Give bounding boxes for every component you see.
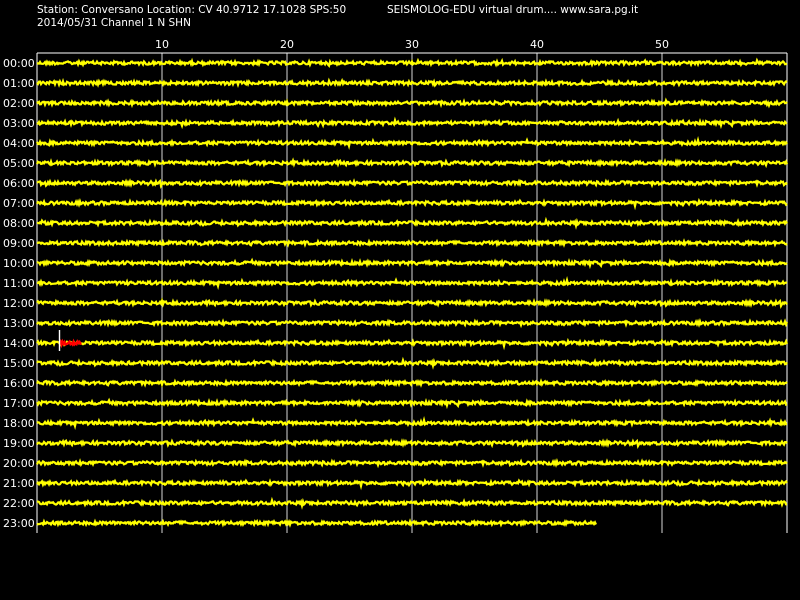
seismic-trace xyxy=(36,135,788,150)
hour-label: 12:00 xyxy=(3,297,35,310)
seismic-trace xyxy=(36,438,788,450)
hour-label: 17:00 xyxy=(3,397,35,410)
seismic-trace xyxy=(36,337,789,351)
hour-label: 14:00 xyxy=(3,337,35,350)
seismic-trace xyxy=(36,116,788,130)
seismic-trace xyxy=(36,178,788,190)
hour-label: 05:00 xyxy=(3,157,35,170)
x-tick-label: 30 xyxy=(405,38,419,51)
seismic-trace xyxy=(36,97,788,109)
hour-label: 20:00 xyxy=(3,457,35,470)
site-title: SEISMOLOG-EDU virtual drum.... www.sara.… xyxy=(387,4,639,16)
x-tick-label: 20 xyxy=(280,38,294,51)
seismic-trace xyxy=(36,238,788,248)
seismic-trace xyxy=(36,378,788,388)
seismic-trace xyxy=(36,356,788,370)
seismic-trace xyxy=(36,197,788,211)
hour-label: 08:00 xyxy=(3,217,35,230)
hour-label: 00:00 xyxy=(3,57,35,70)
station-info: Station: Conversano Location: CV 40.9712… xyxy=(37,4,347,16)
hour-label: 21:00 xyxy=(3,477,35,490)
seismic-trace xyxy=(36,458,788,469)
seismic-trace xyxy=(36,57,788,68)
x-tick-label: 40 xyxy=(530,38,544,51)
hour-label: 03:00 xyxy=(3,117,35,130)
hour-label: 11:00 xyxy=(3,277,35,290)
seismic-trace xyxy=(36,518,597,528)
seismic-trace xyxy=(36,216,788,230)
x-tick-label: 50 xyxy=(655,38,669,51)
hour-label: 07:00 xyxy=(3,197,35,210)
seismic-trace xyxy=(37,496,788,510)
seismic-trace xyxy=(36,77,788,88)
seismic-trace xyxy=(36,477,788,491)
hour-label: 02:00 xyxy=(3,97,35,110)
hour-label: 19:00 xyxy=(3,437,35,450)
seismic-trace xyxy=(35,157,789,169)
hour-label: 18:00 xyxy=(3,417,35,430)
hour-label: 09:00 xyxy=(3,237,35,250)
x-tick-label: 10 xyxy=(155,38,169,51)
hour-label: 22:00 xyxy=(3,497,35,510)
hour-label: 23:00 xyxy=(3,517,35,530)
seismic-trace xyxy=(36,397,788,410)
hour-label: 06:00 xyxy=(3,177,35,190)
hour-label: 16:00 xyxy=(3,377,35,390)
hour-label: 04:00 xyxy=(3,137,35,150)
hour-label: 13:00 xyxy=(3,317,35,330)
seismic-trace xyxy=(36,275,788,290)
event-highlight xyxy=(58,338,82,349)
hour-label: 15:00 xyxy=(3,357,35,370)
seismic-trace xyxy=(36,297,788,310)
hour-label: 01:00 xyxy=(3,77,35,90)
hour-label: 10:00 xyxy=(3,257,35,270)
seismic-trace xyxy=(36,318,789,329)
seismic-trace xyxy=(36,415,788,430)
date-channel-info: 2014/05/31 Channel 1 N SHN xyxy=(37,17,191,29)
seismic-trace xyxy=(36,257,788,270)
